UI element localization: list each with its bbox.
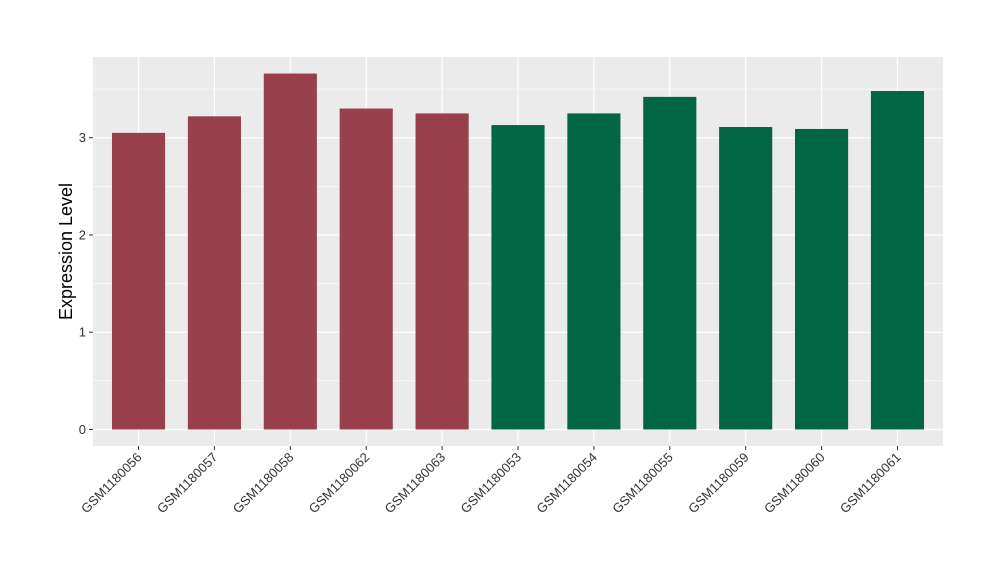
y-axis-title: Expression Level bbox=[56, 183, 76, 320]
bar-gsm1180063 bbox=[415, 113, 469, 430]
x-tick-label: GSM1180058 bbox=[230, 450, 297, 517]
x-tick-label: GSM1180059 bbox=[685, 450, 752, 517]
x-tick-label: GSM1180057 bbox=[154, 450, 221, 517]
y-tick-label: 0 bbox=[79, 422, 86, 437]
bar-gsm1180059 bbox=[719, 127, 773, 430]
bar-gsm1180062 bbox=[339, 108, 393, 430]
bars-group bbox=[111, 73, 925, 430]
x-axis: GSM1180056 GSM1180057 GSM1180058 GSM1180062… bbox=[78, 446, 904, 516]
bar-gsm1180057 bbox=[187, 116, 241, 430]
x-tick-label: GSM1180062 bbox=[306, 450, 373, 517]
bar-gsm1180061 bbox=[870, 91, 925, 430]
x-tick-label: GSM1180061 bbox=[837, 450, 904, 517]
bar-gsm1180055 bbox=[643, 96, 697, 430]
y-tick-label: 1 bbox=[79, 325, 86, 340]
x-tick-label: GSM1180056 bbox=[78, 450, 145, 517]
y-tick-label: 3 bbox=[79, 130, 86, 145]
bar-gsm1180054 bbox=[567, 113, 621, 430]
bar-gsm1180058 bbox=[263, 73, 317, 430]
bar-gsm1180056 bbox=[111, 132, 166, 430]
y-tick-label: 2 bbox=[79, 227, 86, 242]
x-tick-label: GSM1180054 bbox=[533, 450, 600, 517]
bar-gsm1180060 bbox=[795, 128, 849, 430]
y-axis: 0 1 2 3 bbox=[79, 130, 93, 437]
x-tick-label: GSM1180055 bbox=[609, 450, 676, 517]
x-tick-label: GSM1180063 bbox=[382, 450, 449, 517]
bar-gsm1180053 bbox=[491, 125, 545, 430]
x-tick-label: GSM1180060 bbox=[761, 450, 828, 517]
x-tick-label: GSM1180053 bbox=[457, 450, 524, 517]
